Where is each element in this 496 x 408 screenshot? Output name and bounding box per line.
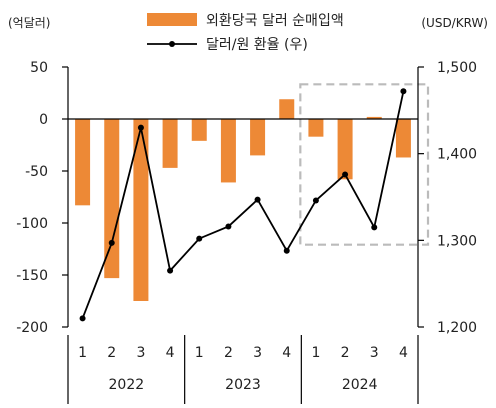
quarter-label: 2 xyxy=(107,345,116,361)
bar-5 xyxy=(191,119,207,141)
quarter-label: 4 xyxy=(399,345,408,361)
legend-line-label: 달러/원 환율 (우) xyxy=(206,37,308,53)
bar-9 xyxy=(308,119,324,137)
right-axis-unit: (USD/KRW) xyxy=(421,16,488,30)
legend-bar-swatch xyxy=(147,13,197,26)
quarter-label: 1 xyxy=(195,345,204,361)
bar-1 xyxy=(75,119,91,206)
bar-6 xyxy=(220,119,236,183)
quarter-label: 4 xyxy=(282,345,291,361)
exchange-rate-point-7 xyxy=(254,196,261,203)
legend: 외환당국 달러 순매입액 달러/원 환율 (우) xyxy=(147,13,344,53)
exchange-rate-point-12 xyxy=(400,88,407,95)
bar-10 xyxy=(337,119,353,180)
left-tick-label: 50 xyxy=(30,60,48,76)
year-label: 2022 xyxy=(109,377,145,393)
exchange-rate-point-2 xyxy=(108,239,115,246)
bar-11 xyxy=(366,116,382,119)
left-tick-label: -200 xyxy=(16,320,48,336)
legend-line-marker xyxy=(169,41,175,47)
exchange-rate-point-1 xyxy=(79,315,86,322)
left-tick-label: -150 xyxy=(16,268,48,284)
right-tick-label: 1,200 xyxy=(437,320,477,336)
year-label: 2023 xyxy=(225,377,261,393)
bar-4 xyxy=(162,119,178,168)
left-axis-unit: (억달러) xyxy=(8,16,50,30)
exchange-rate-point-4 xyxy=(167,267,174,274)
bar-2 xyxy=(104,119,120,279)
quarter-label: 3 xyxy=(253,345,262,361)
left-tick-label: -100 xyxy=(16,216,48,232)
exchange-rate-point-11 xyxy=(371,224,378,231)
quarter-label: 3 xyxy=(136,345,145,361)
exchange-rate-point-8 xyxy=(283,247,290,254)
highlight-box-2024 xyxy=(299,83,430,246)
legend-bar-label: 외환당국 달러 순매입액 xyxy=(206,13,344,29)
exchange-rate-line xyxy=(81,91,405,319)
left-tick-label: 0 xyxy=(39,112,48,128)
year-label: 2024 xyxy=(342,377,378,393)
right-tick-label: 1,300 xyxy=(437,233,477,249)
exchange-rate-point-6 xyxy=(225,223,232,230)
quarter-label: 2 xyxy=(224,345,233,361)
bar-7 xyxy=(250,119,266,156)
exchange-rate-point-5 xyxy=(196,235,203,242)
right-tick-label: 1,500 xyxy=(437,60,477,76)
plot-area: 50 0 -50 -100 -150 -200 1,500 1,400 1,300 1,200 1 2… xyxy=(16,60,477,404)
left-tick-label: -50 xyxy=(25,164,48,180)
bar-12 xyxy=(395,119,411,158)
quarter-label: 3 xyxy=(370,345,379,361)
right-tick-label: 1,400 xyxy=(437,147,477,163)
exchange-rate-point-10 xyxy=(342,171,349,178)
bar-8 xyxy=(279,99,295,119)
quarter-label: 4 xyxy=(166,345,175,361)
exchange-rate-point-3 xyxy=(137,124,144,131)
exchange-rate-point-9 xyxy=(312,197,319,204)
quarter-label: 1 xyxy=(78,345,87,361)
quarter-label: 2 xyxy=(341,345,350,361)
bar-3 xyxy=(133,119,149,301)
quarter-label: 1 xyxy=(311,345,320,361)
